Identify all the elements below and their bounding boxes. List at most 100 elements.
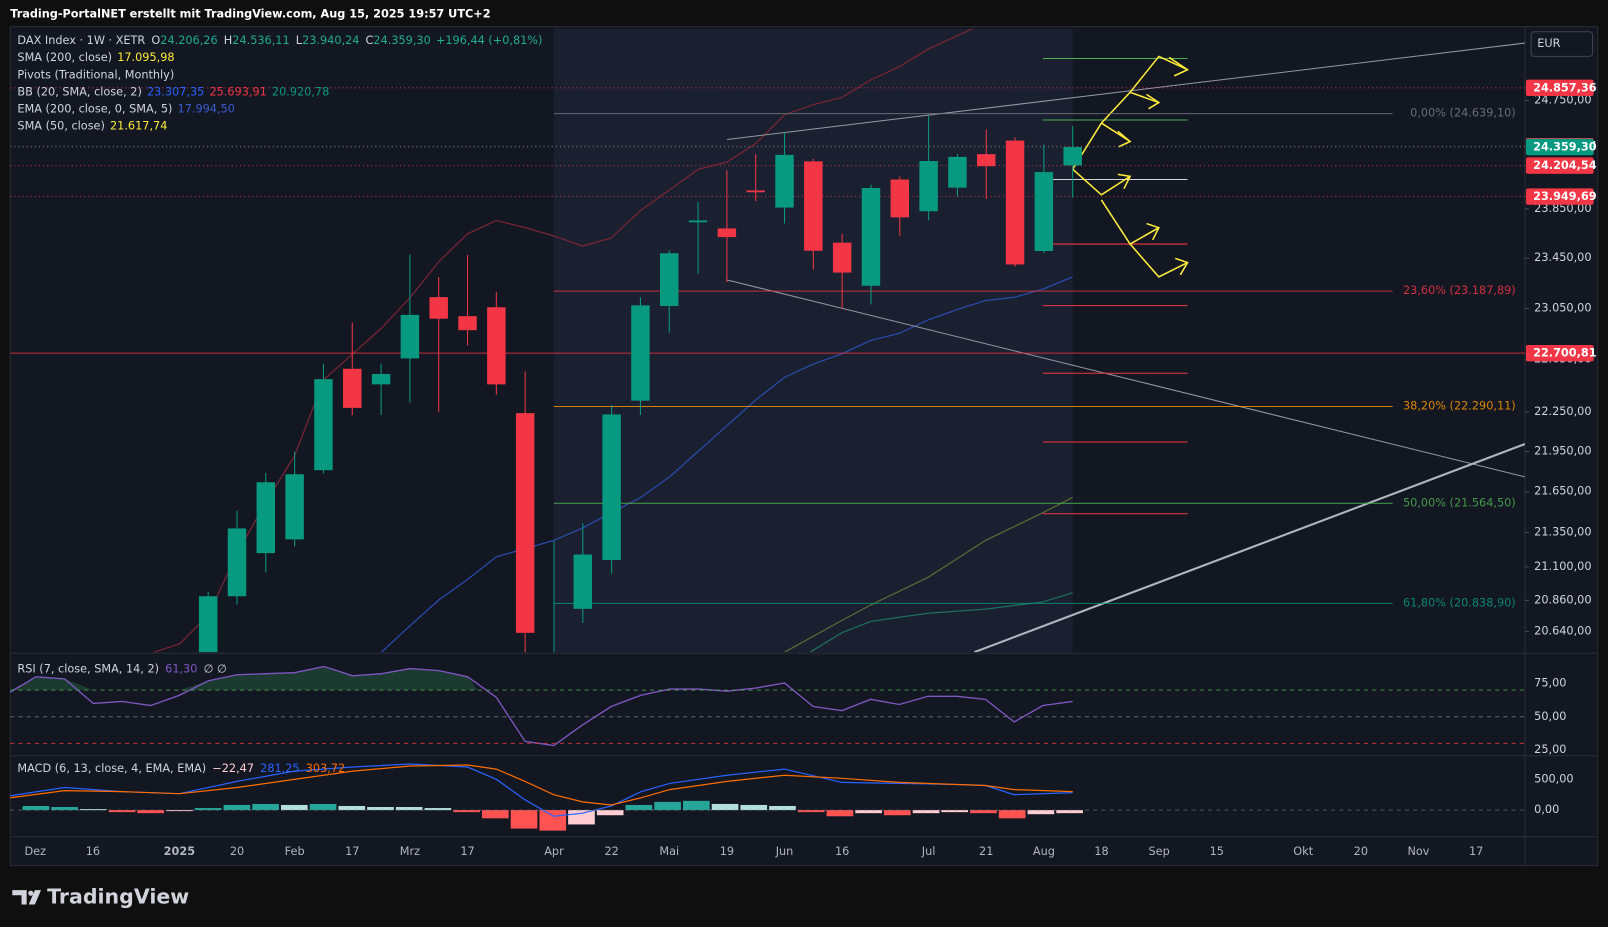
x-tick-label: Jul bbox=[921, 845, 936, 858]
x-tick-label: 20 bbox=[1354, 845, 1368, 858]
candle-body bbox=[487, 307, 506, 385]
macd-value: −22,47 bbox=[212, 762, 254, 775]
tv-logo bbox=[12, 890, 42, 905]
candle-body bbox=[977, 154, 996, 167]
macd-value: 303,72 bbox=[306, 762, 345, 775]
legend-part: +196,44 (+0,81%) bbox=[436, 34, 542, 47]
rsi-tick-label: 50,00 bbox=[1534, 710, 1566, 723]
x-tick-label: Dez bbox=[25, 845, 47, 858]
price-badge bbox=[1525, 188, 1594, 205]
trendline bbox=[727, 42, 1525, 140]
rsi-legend: RSI (7, close, SMA, 14, 2) 61,30 ∅ ∅ bbox=[17, 663, 226, 676]
legend-part: BB (20, SMA, close, 2) bbox=[17, 85, 141, 98]
legend-part: O bbox=[151, 34, 160, 47]
candle-body bbox=[343, 368, 362, 408]
fib-label: 50,00% (21.564,50) bbox=[1403, 496, 1516, 509]
legend-part: 25.693,91 bbox=[209, 85, 266, 98]
x-tick-label: 2025 bbox=[164, 845, 196, 858]
macd-title: MACD (6, 13, close, 4, EMA, EMA) bbox=[17, 762, 206, 775]
legend-part: L bbox=[296, 34, 303, 47]
candle-body bbox=[948, 156, 967, 188]
x-tick-label: Jun bbox=[775, 845, 794, 858]
x-tick-label: 22 bbox=[604, 845, 618, 858]
rsi-tick-label: 75,00 bbox=[1534, 676, 1566, 689]
candle-body bbox=[227, 528, 247, 597]
price-badge bbox=[1525, 79, 1594, 97]
legend-row: SMA (200, close) 17.095,98 bbox=[17, 51, 174, 64]
price-badge-label: 23.949,69 bbox=[1533, 190, 1597, 203]
y-tick-label: 23.850,00 bbox=[1534, 202, 1591, 215]
pivot-lines bbox=[1042, 57, 1188, 515]
x-tick-label: 16 bbox=[86, 845, 100, 858]
bb-lower bbox=[809, 592, 1073, 653]
bb-basis bbox=[381, 276, 1073, 653]
projection-arrows bbox=[1072, 55, 1190, 278]
legend-part: H bbox=[224, 34, 232, 47]
candle-body bbox=[256, 482, 276, 554]
legend-part: 24.536,11 bbox=[232, 34, 289, 47]
candle-body bbox=[861, 188, 881, 286]
macd-tick-label: 0,00 bbox=[1534, 803, 1559, 816]
bb-upper bbox=[153, 28, 974, 653]
candle-body bbox=[890, 179, 910, 218]
legend-row: BB (20, SMA, close, 2) 23.307,35 25.693,91… bbox=[17, 85, 329, 98]
candle-body bbox=[1005, 140, 1025, 265]
candle-body bbox=[775, 154, 794, 208]
legend-row: Pivots (Traditional, Monthly) bbox=[17, 68, 174, 81]
legend-part: Pivots (Traditional, Monthly) bbox=[17, 68, 174, 81]
fib-label: 0,00% (24.639,10) bbox=[1410, 107, 1516, 120]
legend-part: 24.206,26 bbox=[160, 34, 217, 47]
signal-line bbox=[10, 764, 1073, 806]
y-tick-label: 21.350,00 bbox=[1534, 526, 1591, 539]
x-tick-label: 18 bbox=[1094, 845, 1108, 858]
candle-body bbox=[1063, 146, 1082, 166]
candle-body bbox=[746, 190, 765, 193]
trendline bbox=[726, 279, 1525, 478]
price-badge bbox=[1525, 344, 1594, 362]
x-tick-label: Feb bbox=[285, 845, 305, 858]
candle-body bbox=[429, 297, 448, 319]
x-tick-label: Mai bbox=[659, 845, 679, 858]
currency: EUR bbox=[1537, 37, 1560, 50]
candle-body bbox=[602, 414, 621, 561]
legend-part: EMA (200, close, 0, SMA, 5) bbox=[17, 103, 172, 116]
price-badge bbox=[1525, 138, 1594, 156]
header: Trading-PortalNET erstellt mit TradingVi… bbox=[10, 7, 490, 20]
candle-body bbox=[688, 220, 708, 223]
candle-body bbox=[660, 253, 679, 306]
rsi-title: RSI (7, close, SMA, 14, 2) bbox=[17, 663, 159, 676]
macd-line bbox=[10, 763, 1073, 817]
price-badge-label: 24.204,54 bbox=[1533, 159, 1597, 172]
legend-part: 17.994,50 bbox=[178, 103, 235, 116]
x-tick-label: 20 bbox=[230, 845, 244, 858]
overlays bbox=[153, 28, 1525, 653]
legend-part: 17.095,98 bbox=[117, 51, 174, 64]
candle-body bbox=[314, 379, 333, 471]
candle-body bbox=[573, 554, 593, 609]
y-tick-label: 24.750,00 bbox=[1534, 93, 1591, 106]
legend-part: SMA (50, close) bbox=[17, 120, 104, 133]
fib-label: 23,60% (23.187,89) bbox=[1403, 284, 1516, 297]
legend-part: SMA (200, close) bbox=[17, 51, 112, 64]
candles bbox=[10, 87, 1525, 653]
candle-body bbox=[371, 373, 391, 385]
rsi-value: 61,30 bbox=[165, 663, 197, 676]
candle-body bbox=[804, 161, 823, 251]
x-tick-label: 21 bbox=[979, 845, 993, 858]
macd-value: 281,25 bbox=[260, 762, 299, 775]
x-tick-label: 17 bbox=[1469, 845, 1483, 858]
legend-part: C bbox=[366, 34, 374, 47]
candle-body bbox=[1034, 172, 1054, 252]
rsi-extra: ∅ ∅ bbox=[204, 663, 227, 676]
x-tick-label: Aug bbox=[1033, 845, 1055, 858]
x-tick-label: Sep bbox=[1149, 845, 1170, 858]
legend-row: DAX Index · 1W · XETR O24.206,26 H24.536,1… bbox=[17, 34, 542, 47]
currency-button[interactable] bbox=[1530, 31, 1594, 57]
candle-body bbox=[832, 242, 852, 273]
candle-body bbox=[400, 314, 420, 359]
rsi-overbought-fill bbox=[10, 666, 478, 691]
y-tick-label: 20.860,00 bbox=[1534, 593, 1591, 606]
macd-legend: MACD (6, 13, close, 4, EMA, EMA) −22,47 28… bbox=[17, 762, 345, 775]
y-tick-label: 22.250,00 bbox=[1534, 405, 1591, 418]
